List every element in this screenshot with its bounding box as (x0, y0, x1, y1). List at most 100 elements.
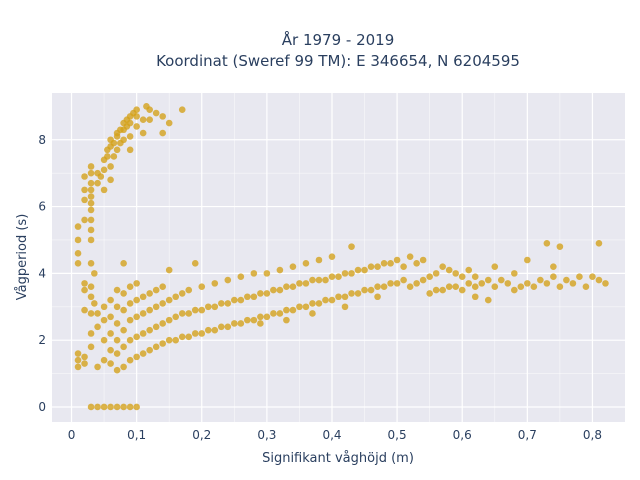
scatter-point (113, 303, 121, 311)
scatter-point (550, 273, 557, 281)
scatter-point (439, 286, 446, 294)
scatter-point (465, 280, 473, 287)
scatter-point (341, 270, 349, 277)
scatter-point (458, 286, 466, 294)
scatter-point (283, 306, 290, 314)
x-axis-title: Signifikant våghöjd (m) (262, 451, 414, 466)
scatter-point (250, 316, 258, 324)
scatter-point (452, 270, 460, 277)
scatter-point (237, 320, 245, 327)
scatter-point (120, 306, 127, 314)
scatter-point (354, 266, 362, 274)
x-tick-label: 0,2 (192, 428, 211, 442)
scatter-point (484, 296, 492, 304)
scatter-point (165, 316, 173, 324)
scatter-point (211, 326, 219, 334)
scatter-point (400, 276, 407, 284)
scatter-point (374, 283, 381, 291)
scatter-point (341, 303, 349, 311)
scatter-point (87, 403, 95, 411)
scatter-point (126, 119, 134, 127)
scatter-point (159, 129, 166, 137)
scatter-point (87, 283, 95, 291)
y-tick-labels: 0 2 4 6 8 (38, 133, 46, 414)
scatter-point (152, 303, 160, 311)
scatter-point (87, 199, 95, 207)
scatter-point (380, 260, 388, 267)
scatter-point (87, 330, 95, 337)
x-tick-label: 0,3 (257, 428, 276, 442)
scatter-point (172, 336, 180, 344)
scatter-point (328, 273, 336, 281)
scatter-point (126, 336, 134, 344)
scatter-point (556, 283, 564, 291)
scatter-point (94, 403, 101, 411)
scatter-point (426, 290, 433, 297)
scatter-point (224, 276, 232, 284)
scatter-point (139, 293, 147, 301)
x-tick-label: 0 (68, 428, 76, 442)
scatter-point (348, 270, 355, 277)
scatter-point (250, 270, 258, 277)
scatter-point (139, 330, 147, 337)
scatter-point (348, 290, 355, 297)
scatter-point (432, 286, 440, 294)
scatter-point (107, 313, 114, 321)
scatter-point (563, 276, 570, 284)
scatter-point (511, 286, 518, 294)
scatter-point (270, 286, 277, 294)
scatter-point (556, 243, 564, 250)
scatter-point (74, 223, 82, 230)
scatter-point (159, 113, 166, 120)
scatter-point (87, 226, 95, 234)
scatter-point (302, 260, 310, 267)
x-tick-label: 0,7 (518, 428, 537, 442)
scatter-point (231, 296, 238, 304)
scatter-point (204, 303, 212, 311)
scatter-point (139, 350, 147, 357)
scatter-point (374, 263, 381, 270)
scatter-point (354, 290, 362, 297)
scatter-point (361, 266, 368, 274)
scatter-point (217, 323, 225, 331)
scatter-point (185, 333, 193, 341)
scatter-point (237, 273, 245, 281)
scatter-point (94, 310, 101, 317)
scatter-point (97, 173, 105, 180)
scatter-point (94, 363, 101, 371)
scatter-point (107, 176, 114, 184)
x-tick-label: 0,1 (127, 428, 146, 442)
x-tick-label: 0,8 (583, 428, 602, 442)
scatter-point (582, 283, 590, 291)
scatter-point (146, 116, 153, 124)
scatter-point (276, 266, 284, 274)
scatter-point (465, 266, 473, 274)
scatter-point (146, 306, 153, 314)
scatter-point (237, 296, 245, 304)
scatter-point (322, 276, 329, 284)
scatter-point (244, 316, 251, 324)
scatter-point (113, 320, 121, 327)
scatter-point (100, 336, 108, 344)
scatter-point (400, 263, 407, 270)
scatter-point (120, 260, 127, 267)
y-tick-label: 4 (38, 266, 46, 280)
scatter-point (81, 216, 88, 224)
scatter-point (302, 303, 310, 311)
scatter-point (504, 280, 512, 287)
scatter-point (172, 313, 180, 321)
scatter-point (198, 330, 206, 337)
scatter-point (152, 323, 160, 331)
scatter-point (110, 153, 118, 160)
scatter-point (133, 313, 140, 321)
scatter-point (543, 280, 551, 287)
scatter-point (315, 256, 323, 264)
scatter-point (178, 310, 186, 317)
scatter-point (439, 263, 446, 270)
scatter-point (100, 316, 108, 324)
scatter-point (406, 253, 414, 260)
scatter-point (81, 186, 88, 194)
scatter-point (107, 163, 114, 170)
scatter-point (458, 273, 466, 281)
